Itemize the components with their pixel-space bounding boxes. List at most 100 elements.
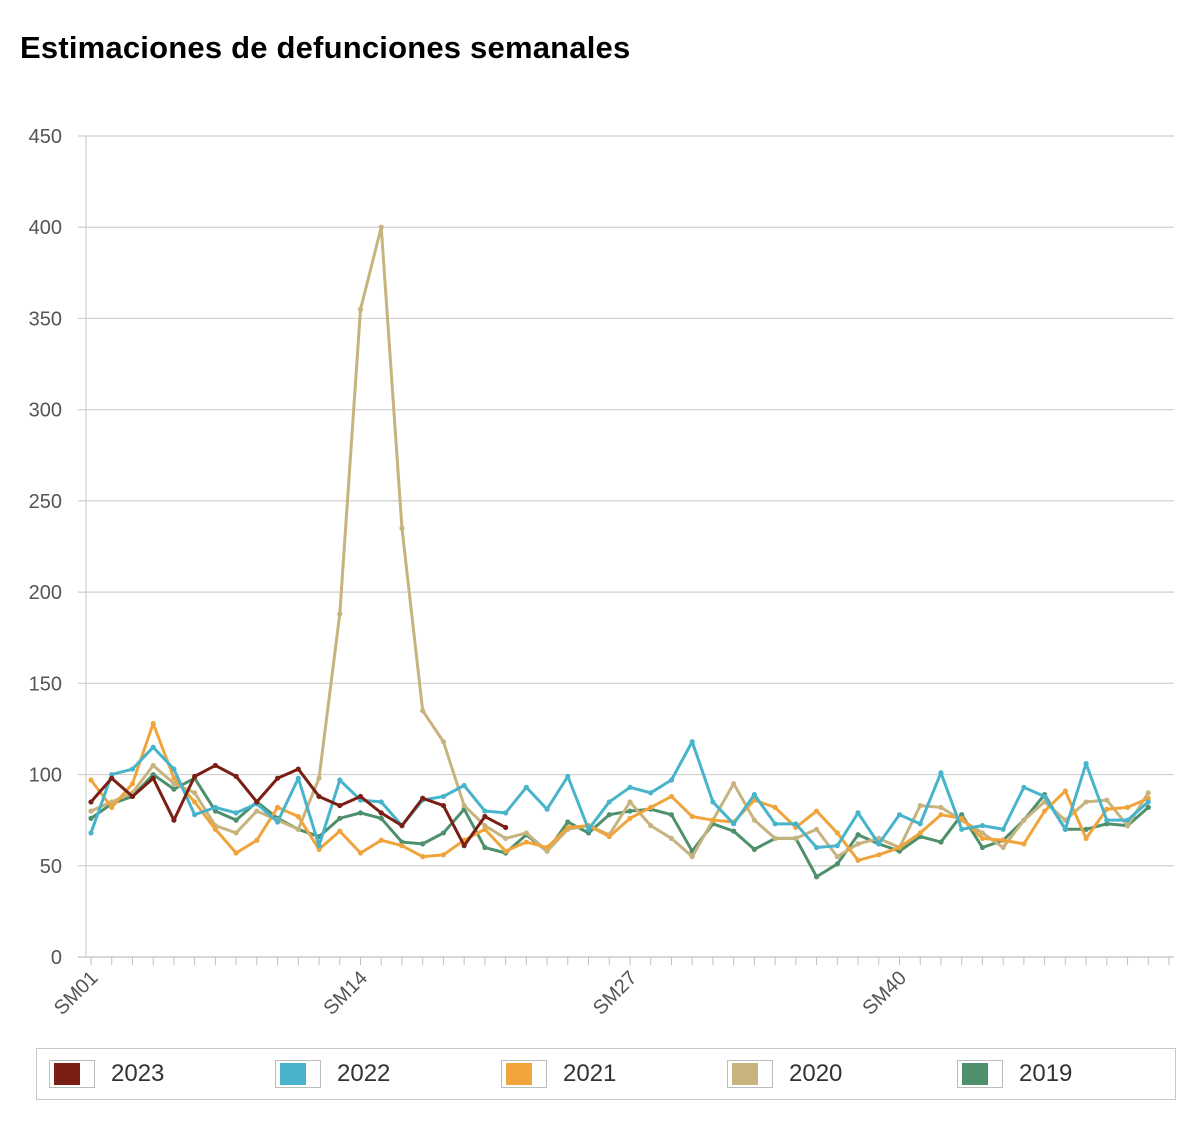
legend-label: 2019 (1019, 1060, 1073, 1087)
data-point-2022 (440, 793, 447, 800)
data-point-2022 (896, 812, 903, 818)
legend-item-2022[interactable]: 2022 (275, 1059, 390, 1089)
data-point-2023 (399, 823, 405, 829)
data-point-2023 (192, 773, 198, 779)
data-point-2020 (813, 826, 820, 832)
data-point-2022 (1062, 826, 1068, 832)
data-point-2019 (979, 844, 986, 851)
data-point-2021 (896, 844, 903, 851)
data-point-2022 (544, 806, 550, 812)
data-point-2020 (150, 762, 156, 769)
data-point-2023 (337, 802, 343, 809)
data-point-2020 (979, 830, 986, 836)
legend-item-2021[interactable]: 2021 (501, 1059, 616, 1089)
data-point-2021 (503, 848, 509, 854)
legend-label: 2022 (337, 1060, 391, 1087)
legend-color (962, 1063, 988, 1085)
data-point-2022 (834, 843, 840, 849)
data-point-2020 (1124, 823, 1131, 829)
data-point-2022 (668, 777, 675, 783)
data-point-2020 (627, 799, 633, 805)
data-point-2021 (192, 799, 198, 805)
data-point-2021 (1145, 795, 1151, 801)
data-point-2019 (1104, 821, 1110, 827)
data-point-2022 (337, 777, 343, 783)
data-point-2019 (565, 819, 571, 825)
data-point-2020 (855, 841, 861, 847)
data-point-2020 (1145, 790, 1151, 796)
legend-swatch (957, 1060, 1003, 1088)
legend-item-2023[interactable]: 2023 (49, 1059, 164, 1089)
data-point-2022 (731, 821, 737, 827)
chart-title: Estimaciones de defunciones semanales (20, 30, 631, 65)
data-point-2019 (440, 830, 447, 836)
data-point-2020 (668, 835, 675, 842)
data-point-2021 (1124, 804, 1131, 810)
data-point-2021 (1062, 788, 1068, 794)
data-point-2020 (316, 775, 322, 781)
data-point-2023 (482, 813, 488, 820)
legend-label: 2021 (563, 1060, 617, 1087)
data-point-2019 (751, 846, 757, 852)
data-point-2022 (171, 766, 177, 772)
legend-color (506, 1063, 532, 1085)
data-point-2021 (523, 839, 529, 845)
data-point-2020 (420, 708, 426, 714)
data-point-2019 (378, 815, 384, 821)
data-point-2022 (503, 810, 509, 816)
data-point-2022 (150, 744, 156, 750)
data-point-2020 (689, 854, 695, 860)
data-point-2021 (834, 830, 840, 836)
data-point-2023 (420, 795, 426, 801)
data-point-2019 (150, 771, 156, 778)
data-point-2021 (233, 850, 239, 856)
y-tick-label: 150 (29, 673, 62, 695)
data-point-2022 (1000, 826, 1006, 832)
data-point-2021 (171, 775, 177, 781)
legend-item-2019[interactable]: 2019 (957, 1059, 1072, 1089)
chart-legend: 2023 2022 2021 2020 2019 (36, 1048, 1176, 1100)
data-point-2020 (544, 848, 550, 854)
legend-label: 2020 (789, 1060, 843, 1087)
x-tick-label: SM01 (50, 967, 103, 1020)
data-point-2020 (254, 808, 260, 814)
data-point-2022 (793, 821, 799, 827)
data-point-2021 (938, 812, 944, 818)
data-point-2020 (171, 781, 177, 787)
data-point-2020 (772, 835, 778, 842)
data-point-2019 (171, 786, 177, 792)
series-line-2022 (89, 740, 1150, 850)
data-point-2023 (274, 775, 281, 781)
data-point-2019 (233, 817, 239, 823)
y-tick-label: 400 (29, 217, 62, 239)
data-point-2020 (793, 835, 799, 842)
data-point-2021 (150, 720, 156, 727)
data-point-2021 (254, 837, 260, 843)
legend-item-2020[interactable]: 2020 (727, 1059, 842, 1089)
x-tick-label: SM40 (859, 967, 912, 1020)
data-point-2021 (316, 846, 322, 852)
data-point-2022 (648, 790, 654, 796)
data-point-2021 (959, 815, 965, 821)
data-point-2020 (399, 525, 405, 531)
data-point-2019 (938, 839, 944, 845)
data-point-2022 (689, 739, 695, 745)
legend-color (54, 1063, 80, 1085)
data-point-2023 (129, 793, 136, 800)
data-point-2023 (88, 799, 94, 805)
data-point-2022 (482, 808, 488, 814)
data-point-2020 (938, 804, 944, 810)
data-point-2020 (751, 817, 757, 823)
data-point-2023 (503, 824, 509, 831)
data-point-2019 (482, 844, 488, 851)
data-point-2022 (295, 775, 301, 781)
data-point-2020 (461, 802, 467, 809)
data-point-2021 (1021, 841, 1027, 847)
data-point-2020 (192, 790, 198, 796)
y-tick-label: 300 (29, 400, 62, 422)
data-point-2022 (917, 821, 923, 827)
data-point-2023 (316, 793, 322, 800)
data-point-2021 (212, 826, 218, 832)
data-point-2020 (337, 611, 343, 617)
data-point-2020 (357, 306, 364, 312)
